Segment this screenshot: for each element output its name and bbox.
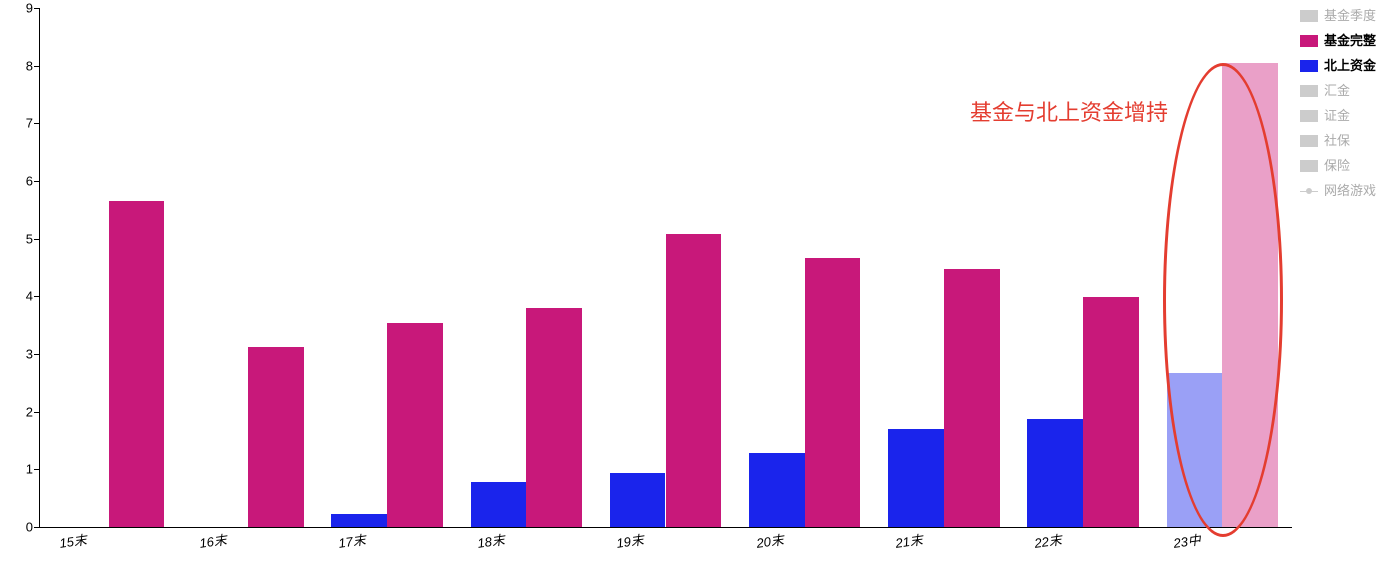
y-tick-mark — [34, 354, 39, 355]
annotation-ellipse — [1163, 63, 1283, 537]
bar[interactable] — [944, 269, 1000, 527]
x-tick-label: 22末 — [1033, 529, 1063, 552]
bar[interactable] — [331, 514, 387, 527]
legend-swatch — [1300, 85, 1318, 97]
legend-label: 保险 — [1324, 158, 1350, 174]
legend-swatch — [1300, 60, 1318, 72]
y-axis-line — [39, 8, 40, 527]
legend-item[interactable]: 汇金 — [1300, 83, 1376, 99]
x-tick-label: 18末 — [476, 529, 506, 552]
legend-item[interactable]: 保险 — [1300, 158, 1376, 174]
bar[interactable] — [888, 429, 944, 527]
y-tick-mark — [34, 8, 39, 9]
x-tick-label: 17末 — [337, 529, 367, 552]
bar[interactable] — [805, 258, 861, 527]
legend-label: 网络游戏 — [1324, 183, 1376, 199]
chart-root: 012345678915末16末17末18末19末20末21末22末23中 基金… — [0, 0, 1400, 579]
legend-label: 基金季度 — [1324, 8, 1376, 24]
legend-label: 社保 — [1324, 133, 1350, 149]
y-tick-mark — [34, 412, 39, 413]
y-tick-mark — [34, 296, 39, 297]
bar[interactable] — [666, 234, 722, 527]
x-tick-label: 19末 — [615, 529, 645, 552]
bar[interactable] — [610, 473, 666, 527]
legend-swatch — [1300, 110, 1318, 122]
x-axis-line — [39, 527, 1292, 528]
plot-area: 012345678915末16末17末18末19末20末21末22末23中 — [39, 8, 1292, 527]
legend-item[interactable]: 证金 — [1300, 108, 1376, 124]
bar[interactable] — [1083, 297, 1139, 527]
y-tick-mark — [34, 181, 39, 182]
legend-label: 汇金 — [1324, 83, 1350, 99]
legend-line-swatch — [1300, 185, 1318, 197]
y-tick-mark — [34, 123, 39, 124]
legend-swatch — [1300, 10, 1318, 22]
legend-swatch — [1300, 135, 1318, 147]
y-tick-mark — [34, 239, 39, 240]
bar[interactable] — [387, 323, 443, 527]
legend-item[interactable]: 基金季度 — [1300, 8, 1376, 24]
annotation-text: 基金与北上资金增持 — [970, 95, 1168, 127]
x-tick-label: 20末 — [755, 529, 785, 552]
bar[interactable] — [749, 453, 805, 527]
legend-item[interactable]: 社保 — [1300, 133, 1376, 149]
legend-item[interactable]: 网络游戏 — [1300, 183, 1376, 199]
bar[interactable] — [526, 308, 582, 527]
y-tick-mark — [34, 527, 39, 528]
y-tick-mark — [34, 469, 39, 470]
legend-swatch — [1300, 160, 1318, 172]
bar[interactable] — [248, 347, 304, 527]
legend-item[interactable]: 北上资金 — [1300, 58, 1376, 74]
legend-label: 北上资金 — [1324, 58, 1376, 74]
x-tick-label: 21末 — [894, 529, 924, 552]
legend-swatch — [1300, 35, 1318, 47]
bar[interactable] — [471, 482, 527, 527]
legend-label: 基金完整 — [1324, 33, 1376, 49]
bar[interactable] — [109, 201, 165, 527]
legend-item[interactable]: 基金完整 — [1300, 33, 1376, 49]
x-tick-label: 23中 — [1172, 529, 1202, 552]
x-tick-label: 16末 — [198, 529, 228, 552]
y-tick-mark — [34, 66, 39, 67]
legend-label: 证金 — [1324, 108, 1350, 124]
x-tick-label: 15末 — [58, 529, 88, 552]
legend: 基金季度基金完整北上资金汇金证金社保保险网络游戏 — [1300, 8, 1376, 208]
bar[interactable] — [1027, 419, 1083, 527]
